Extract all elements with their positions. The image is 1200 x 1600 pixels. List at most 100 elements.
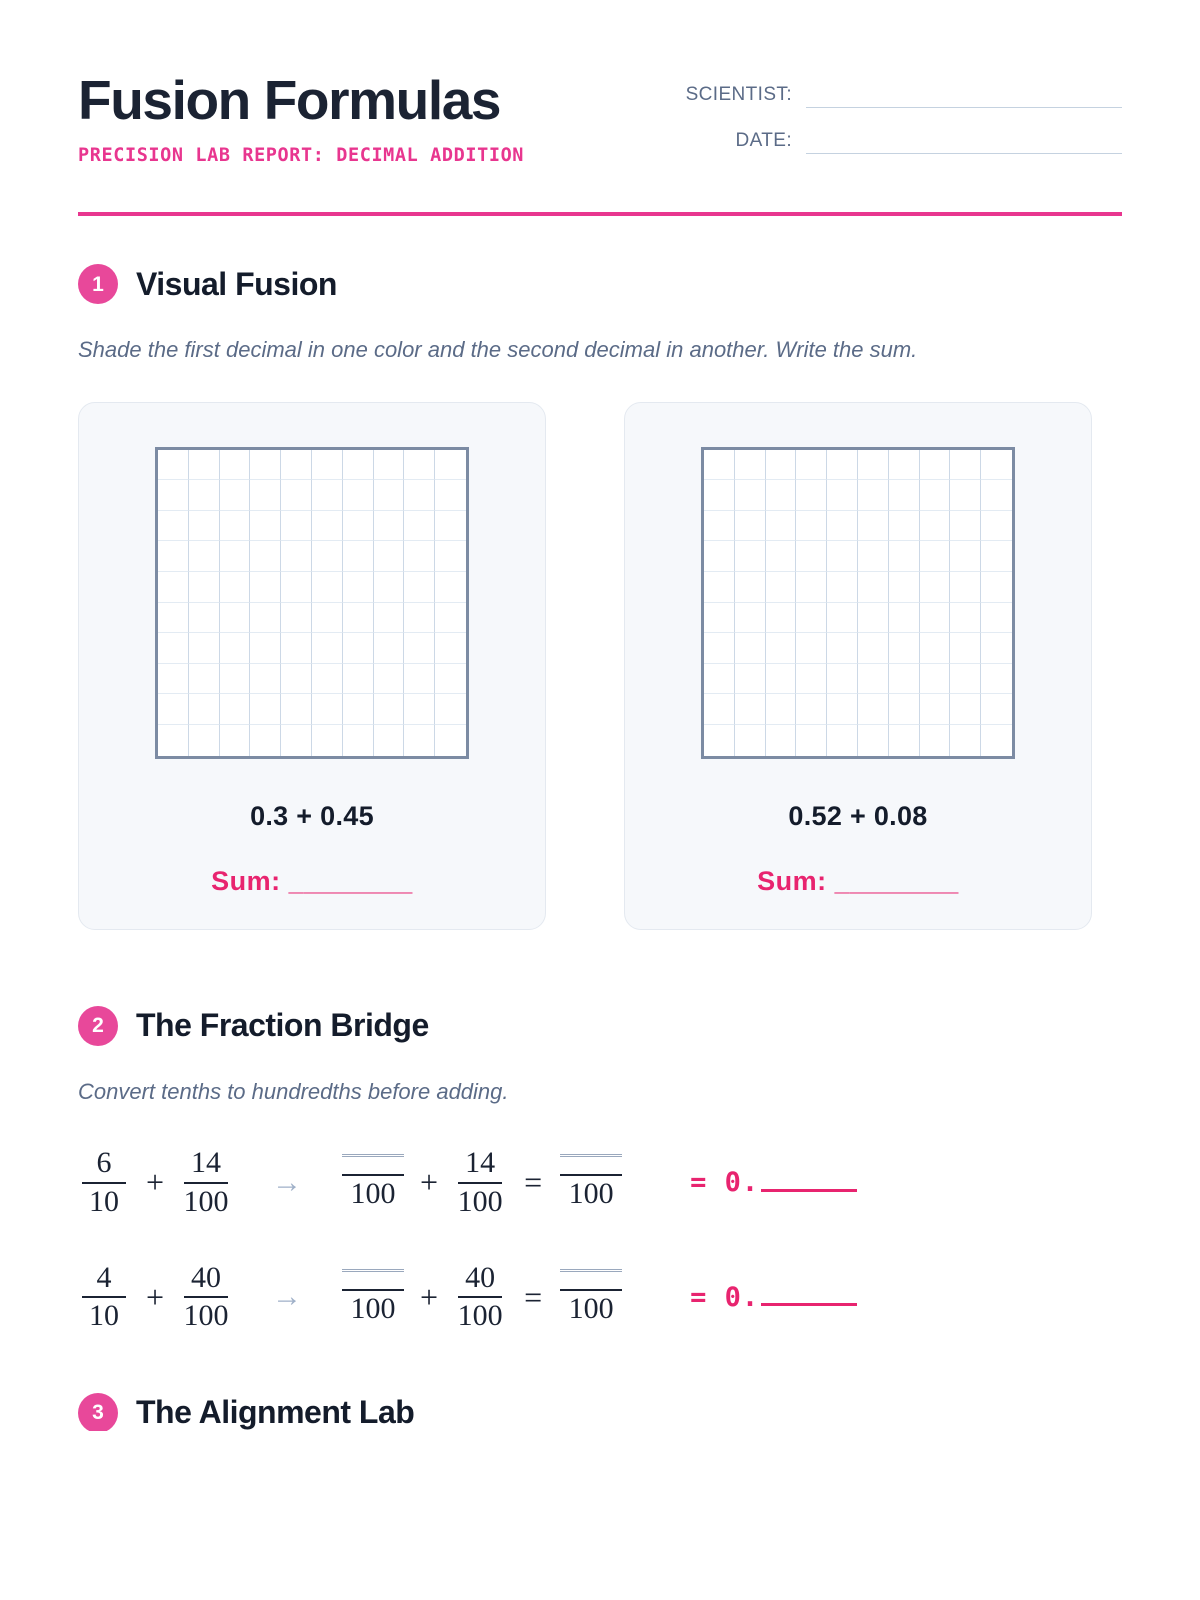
decimal-answer-line[interactable] [761, 1174, 858, 1192]
grid-cell[interactable] [796, 572, 828, 603]
grid-cell[interactable] [858, 725, 889, 756]
grid-cell[interactable] [950, 510, 982, 542]
grid-cell[interactable] [704, 480, 735, 511]
grid-cell[interactable] [435, 511, 466, 542]
grid-cell[interactable] [827, 602, 858, 634]
grid-cell[interactable] [311, 572, 343, 603]
grid-cell[interactable] [796, 633, 828, 664]
grid-cell[interactable] [250, 694, 282, 726]
grid-cell[interactable] [704, 510, 735, 542]
grid-cell[interactable] [765, 449, 797, 481]
grid-cell[interactable] [435, 480, 466, 511]
grid-cell[interactable] [219, 572, 251, 603]
grid-cell[interactable] [158, 725, 189, 756]
grid-cell[interactable] [704, 694, 735, 726]
grid-cell[interactable] [704, 541, 735, 573]
grid-cell[interactable] [158, 663, 189, 695]
grid-cell[interactable] [734, 480, 766, 511]
grid-cell[interactable] [919, 694, 951, 726]
grid-cell[interactable] [888, 510, 920, 542]
grid-cell[interactable] [981, 633, 1012, 664]
grid-cell[interactable] [765, 572, 797, 603]
grid-cell[interactable] [250, 633, 282, 664]
grid-cell[interactable] [704, 633, 735, 664]
scientist-input[interactable] [806, 107, 1122, 108]
grid-cell[interactable] [188, 602, 220, 634]
grid-cell[interactable] [158, 541, 189, 573]
grid-cell[interactable] [188, 480, 220, 511]
grid-cell[interactable] [281, 633, 312, 664]
grid-cell[interactable] [796, 725, 828, 756]
grid-cell[interactable] [250, 663, 282, 695]
grid-cell[interactable] [734, 633, 766, 664]
grid-cell[interactable] [704, 725, 735, 756]
grid-cell[interactable] [827, 480, 858, 511]
grid-cell[interactable] [188, 572, 220, 603]
grid-cell[interactable] [404, 480, 436, 511]
grid-cell[interactable] [888, 694, 920, 726]
grid-cell[interactable] [857, 541, 889, 573]
grid-cell[interactable] [920, 725, 951, 756]
grid-cell[interactable] [188, 541, 220, 573]
grid-cell[interactable] [158, 449, 189, 481]
grid-cell[interactable] [827, 663, 858, 695]
grid-cell[interactable] [888, 449, 920, 481]
grid-cell[interactable] [888, 663, 920, 695]
grid-cell[interactable] [373, 449, 405, 481]
grid-cell[interactable] [311, 449, 343, 481]
grid-cell[interactable] [311, 480, 343, 511]
grid-cell[interactable] [342, 694, 374, 726]
grid-cell[interactable] [311, 602, 343, 634]
grid-cell[interactable] [950, 480, 982, 511]
grid-cell[interactable] [373, 541, 405, 573]
grid-cell[interactable] [765, 480, 797, 511]
grid-cell[interactable] [889, 725, 920, 756]
grid-cell[interactable] [888, 541, 920, 573]
grid-cell[interactable] [219, 694, 251, 726]
grid-cell[interactable] [281, 510, 312, 542]
grid-cell[interactable] [734, 602, 766, 634]
grid-cell[interactable] [250, 572, 282, 603]
grid-cell[interactable] [950, 541, 982, 573]
fraction-e-numerator-blank[interactable] [560, 1154, 623, 1177]
grid-cell[interactable] [158, 572, 189, 603]
grid-cell[interactable] [281, 602, 312, 634]
grid-cell[interactable] [919, 480, 951, 511]
grid-cell[interactable] [919, 663, 951, 695]
fraction-c-numerator-blank[interactable] [342, 1154, 405, 1177]
grid-cell[interactable] [765, 510, 797, 542]
grid-cell[interactable] [374, 725, 405, 756]
grid-cell[interactable] [373, 510, 405, 542]
grid-cell[interactable] [857, 572, 889, 603]
grid-cell[interactable] [950, 725, 982, 756]
grid-cell[interactable] [404, 633, 436, 664]
grid-cell[interactable] [373, 480, 405, 511]
decimal-answer-blank[interactable]: = 0. [690, 1167, 858, 1198]
grid-cell[interactable] [373, 602, 405, 634]
grid-cell[interactable] [342, 480, 374, 511]
grid-cell[interactable] [919, 541, 951, 573]
grid-cell[interactable] [342, 572, 374, 603]
grid-cell[interactable] [950, 572, 982, 603]
grid-cell[interactable] [158, 602, 189, 634]
grid-cell[interactable] [343, 725, 374, 756]
grid-cell[interactable] [981, 572, 1012, 603]
grid-cell[interactable] [281, 449, 312, 481]
grid-cell[interactable] [281, 572, 312, 603]
decimal-answer-blank[interactable]: = 0. [690, 1282, 858, 1313]
grid-cell[interactable] [219, 541, 251, 573]
grid-cell[interactable] [158, 633, 189, 664]
grid-cell[interactable] [734, 510, 766, 542]
grid-cell[interactable] [734, 663, 766, 695]
grid-cell[interactable] [250, 541, 282, 573]
fraction-c-blank[interactable]: 100 [342, 1269, 405, 1325]
grid-cell[interactable] [342, 633, 374, 664]
grid-cell[interactable] [981, 694, 1012, 726]
grid-cell[interactable] [981, 480, 1012, 511]
grid-cell[interactable] [188, 663, 220, 695]
grid-cell[interactable] [950, 602, 982, 634]
grid-cell[interactable] [281, 541, 312, 573]
grid-cell[interactable] [342, 510, 374, 542]
fraction-e-blank[interactable]: 100 [560, 1154, 623, 1210]
card-sum-blank[interactable]: Sum: ________ [211, 865, 413, 896]
